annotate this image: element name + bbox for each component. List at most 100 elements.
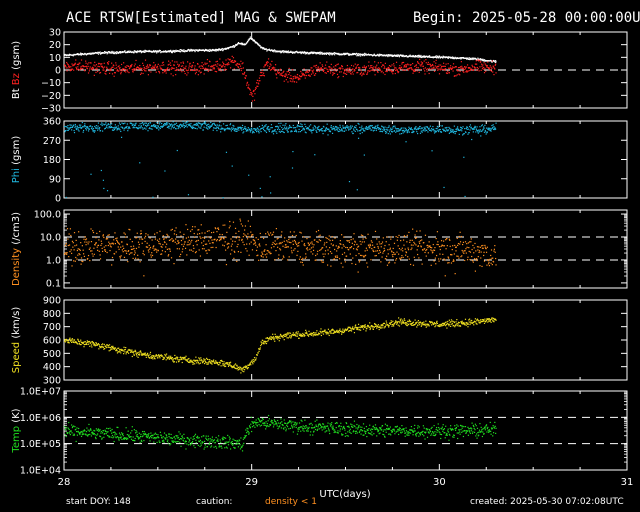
data-point — [182, 49, 184, 51]
data-point — [157, 125, 159, 127]
data-point — [342, 53, 344, 55]
data-point — [331, 53, 333, 55]
data-point — [279, 249, 282, 251]
data-point — [231, 61, 233, 63]
data-point — [281, 335, 284, 337]
data-point — [95, 242, 97, 244]
data-point — [468, 70, 470, 72]
data-point — [252, 359, 254, 361]
data-point — [476, 126, 478, 128]
data-point — [336, 126, 338, 128]
data-point — [454, 131, 457, 133]
data-point — [268, 49, 270, 51]
data-point — [110, 246, 112, 248]
data-point — [118, 127, 120, 129]
data-point — [187, 228, 189, 231]
data-point — [118, 349, 121, 351]
data-point — [153, 62, 155, 64]
data-point — [140, 52, 142, 54]
data-point — [322, 247, 324, 249]
data-point — [385, 55, 387, 57]
data-point — [105, 73, 107, 75]
data-point — [117, 128, 119, 130]
data-point — [226, 128, 228, 130]
data-point — [242, 367, 244, 369]
data-point — [383, 127, 385, 129]
data-point — [458, 235, 460, 238]
data-point — [312, 69, 315, 71]
data-point — [256, 130, 258, 132]
data-point — [282, 71, 285, 73]
data-point — [221, 233, 223, 236]
data-point — [279, 248, 281, 250]
data-point — [68, 342, 70, 344]
data-point — [139, 353, 141, 355]
data-point — [199, 70, 201, 72]
data-point — [277, 335, 279, 338]
data-point — [234, 128, 236, 130]
data-point — [494, 68, 496, 70]
data-point — [277, 71, 279, 73]
data-point — [283, 339, 285, 341]
data-point — [350, 239, 352, 241]
data-point — [187, 121, 189, 123]
data-point — [177, 127, 179, 130]
data-point — [255, 244, 257, 246]
data-point — [213, 127, 215, 129]
data-point — [111, 50, 113, 53]
data-point — [334, 237, 336, 239]
data-point — [360, 71, 363, 73]
data-point — [163, 64, 165, 66]
data-point — [65, 65, 67, 68]
data-point — [480, 61, 482, 63]
data-point — [280, 242, 282, 245]
data-point — [122, 245, 124, 247]
data-point — [481, 247, 484, 249]
data-point — [86, 258, 88, 260]
data-point — [222, 123, 225, 125]
data-point — [99, 346, 102, 348]
data-point — [426, 129, 428, 131]
data-point — [182, 123, 185, 125]
data-point — [390, 65, 392, 67]
data-point — [69, 70, 71, 72]
data-point — [253, 131, 255, 134]
data-point — [286, 52, 288, 54]
data-point — [170, 128, 172, 130]
data-point — [95, 127, 97, 129]
data-point — [192, 126, 195, 129]
data-point — [429, 64, 431, 66]
data-point — [106, 62, 109, 64]
data-point — [294, 130, 296, 132]
data-point — [194, 360, 196, 363]
data-point — [370, 259, 372, 261]
data-point — [272, 49, 275, 52]
data-point — [395, 128, 397, 130]
data-point — [297, 124, 299, 126]
data-point — [484, 60, 486, 62]
data-point — [464, 195, 466, 198]
data-point — [95, 64, 97, 66]
data-point — [79, 126, 81, 128]
data-point — [350, 64, 353, 67]
data-point — [235, 232, 237, 234]
data-point — [406, 234, 408, 236]
data-point — [239, 366, 242, 368]
data-point — [327, 53, 330, 55]
data-point — [92, 230, 94, 232]
data-point — [114, 126, 116, 128]
data-point — [111, 62, 113, 64]
data-point — [210, 246, 212, 249]
data-point — [116, 126, 118, 128]
data-point — [231, 46, 233, 48]
data-point — [274, 64, 277, 66]
data-point — [430, 264, 432, 266]
data-point — [246, 250, 248, 252]
data-point — [192, 69, 194, 71]
data-point — [171, 228, 173, 231]
data-point — [181, 361, 183, 364]
data-point — [230, 60, 232, 62]
data-point — [282, 131, 285, 133]
data-point — [142, 238, 144, 240]
